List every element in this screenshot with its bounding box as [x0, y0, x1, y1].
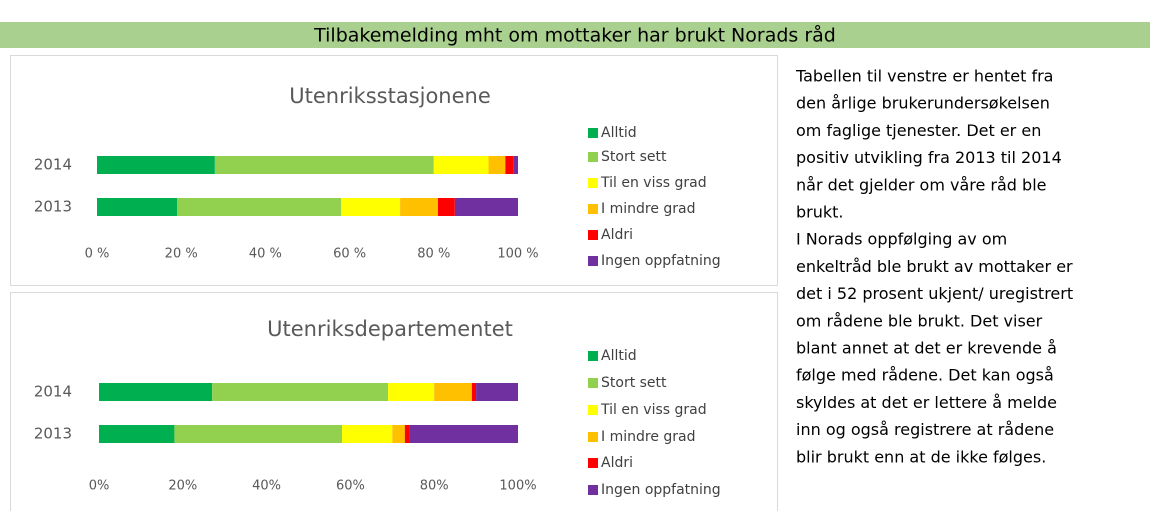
text-line: blir brukt enn at de ikke følges. — [796, 447, 1046, 466]
legend-label: Aldri — [601, 227, 633, 243]
bar-segment — [488, 156, 506, 174]
chart-frame — [10, 292, 778, 511]
bar-segment — [342, 425, 393, 443]
legend-label: Alltid — [601, 348, 637, 364]
legend-swatch — [588, 128, 598, 138]
x-tick-label: 0% — [89, 479, 110, 494]
text-line: den årlige brukerundersøkelsen — [796, 94, 1050, 113]
text-line: blant annet at det er krevende å — [796, 339, 1057, 358]
bar-segment — [433, 156, 489, 174]
x-tick-label: 60 % — [333, 247, 366, 262]
x-tick-label: 80% — [420, 479, 449, 494]
chart-title: Utenriksdepartementet — [267, 317, 513, 341]
bar-segment — [404, 425, 410, 443]
y-tick-label: 2013 — [34, 198, 72, 216]
legend-label: Aldri — [601, 455, 633, 471]
text-line: brukt. — [796, 203, 844, 222]
bar-segment — [471, 383, 477, 401]
bar-segment — [341, 198, 401, 216]
text-line: enkeltråd ble brukt av mottaker er — [796, 257, 1073, 276]
x-tick-label: 80 % — [417, 247, 450, 262]
x-tick-label: 100 % — [497, 247, 538, 262]
legend-swatch — [588, 351, 598, 361]
text-line: skyldes at det er lettere å melde — [796, 393, 1057, 412]
legend-swatch — [588, 432, 598, 442]
x-tick-label: 0 % — [85, 247, 110, 262]
bar-segment — [99, 425, 175, 443]
legend-swatch — [588, 485, 598, 495]
bar-segment — [212, 383, 389, 401]
bar-segment — [438, 198, 455, 216]
text-line: følge med rådene. Det kan også — [796, 366, 1054, 385]
header-title: Tilbakemelding mht om mottaker har brukt… — [313, 24, 836, 47]
bar-segment — [174, 425, 343, 443]
legend-label: I mindre grad — [601, 429, 696, 445]
bar-segment — [97, 198, 177, 216]
legend-label: Ingen oppfatning — [601, 482, 721, 498]
chart-title: Utenriksstasjonene — [289, 84, 491, 108]
x-tick-label: 20 % — [165, 247, 198, 262]
y-tick-label: 2014 — [34, 156, 72, 174]
y-tick-label: 2014 — [34, 383, 72, 401]
legend-label: Stort sett — [601, 375, 667, 391]
bar-segment — [214, 156, 434, 174]
text-line: om rådene ble brukt. Det viser — [796, 311, 1043, 330]
x-tick-label: 40 % — [249, 247, 282, 262]
bar-segment — [388, 383, 435, 401]
x-tick-label: 40% — [252, 479, 281, 494]
text-line: det i 52 prosent ukjent/ uregistrert — [796, 284, 1073, 303]
legend-swatch — [588, 178, 598, 188]
legend-swatch — [588, 256, 598, 266]
legend-label: Til en viss grad — [600, 175, 707, 191]
x-tick-label: 20% — [168, 479, 197, 494]
legend-label: Ingen oppfatning — [601, 253, 721, 269]
legend-swatch — [588, 378, 598, 388]
text-line: inn og også registrere at rådene — [796, 420, 1054, 439]
bar-segment — [454, 198, 518, 216]
text-line: om faglige tjenester. Det er en — [796, 121, 1041, 140]
text-line: positiv utvikling fra 2013 til 2014 — [796, 148, 1062, 167]
bar-segment — [400, 198, 439, 216]
legend-label: Alltid — [601, 125, 637, 141]
bar-segment — [99, 383, 213, 401]
legend-swatch — [588, 458, 598, 468]
bar-segment — [476, 383, 518, 401]
text-line: når det gjelder om våre råd ble — [796, 175, 1046, 194]
text-line: I Norads oppfølging av om — [796, 230, 1007, 249]
bar-segment — [505, 156, 514, 174]
bar-segment — [176, 198, 342, 216]
legend-swatch — [588, 405, 598, 415]
x-tick-label: 100% — [499, 479, 536, 494]
legend-swatch — [588, 204, 598, 214]
bar-segment — [434, 383, 472, 401]
legend-swatch — [588, 152, 598, 162]
bar-segment — [513, 156, 518, 174]
header-band — [0, 22, 1150, 48]
bar-segment — [392, 425, 405, 443]
legend-label: Stort sett — [601, 149, 667, 165]
legend-label: I mindre grad — [601, 201, 696, 217]
y-tick-label: 2013 — [34, 425, 72, 443]
x-tick-label: 60% — [336, 479, 365, 494]
bar-segment — [409, 425, 518, 443]
bar-segment — [97, 156, 215, 174]
legend-label: Til en viss grad — [600, 402, 707, 418]
text-line: Tabellen til venstre er hentet fra — [795, 67, 1053, 86]
legend-swatch — [588, 230, 598, 240]
